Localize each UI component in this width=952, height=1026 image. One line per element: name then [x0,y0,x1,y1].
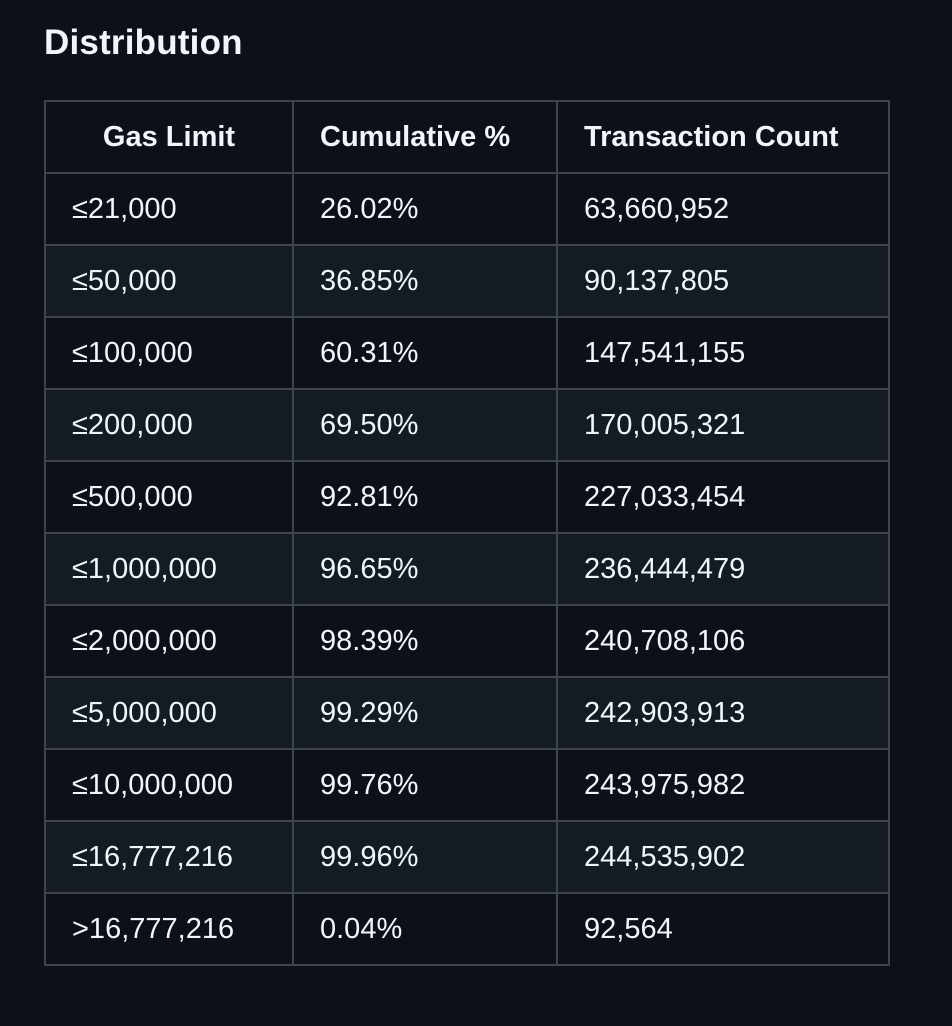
cell-cumulative-percent: 96.65% [292,532,558,606]
cell-transaction-count: 92,564 [556,892,890,966]
table-row: >16,777,216 0.04% 92,564 [44,892,890,966]
table-row: ≤50,000 36.85% 90,137,805 [44,244,890,318]
table-row: ≤5,000,000 99.29% 242,903,913 [44,676,890,750]
table-row: ≤10,000,000 99.76% 243,975,982 [44,748,890,822]
cell-gas-limit: ≤5,000,000 [44,676,294,750]
header-transaction-count: Transaction Count [556,100,890,174]
cell-gas-limit: ≤16,777,216 [44,820,294,894]
cell-cumulative-percent: 60.31% [292,316,558,390]
cell-cumulative-percent: 92.81% [292,460,558,534]
cell-cumulative-percent: 99.96% [292,820,558,894]
table-row: ≤100,000 60.31% 147,541,155 [44,316,890,390]
cell-transaction-count: 147,541,155 [556,316,890,390]
section-heading: Distribution [44,23,243,62]
cell-transaction-count: 90,137,805 [556,244,890,318]
table-row: ≤21,000 26.02% 63,660,952 [44,172,890,246]
cell-gas-limit: ≤100,000 [44,316,294,390]
header-gas-limit: Gas Limit [44,100,294,174]
table-row: ≤500,000 92.81% 227,033,454 [44,460,890,534]
cell-transaction-count: 244,535,902 [556,820,890,894]
cell-gas-limit: ≤21,000 [44,172,294,246]
cell-transaction-count: 236,444,479 [556,532,890,606]
cell-gas-limit: ≤200,000 [44,388,294,462]
cell-transaction-count: 243,975,982 [556,748,890,822]
cell-cumulative-percent: 26.02% [292,172,558,246]
cell-cumulative-percent: 99.76% [292,748,558,822]
table-row: ≤2,000,000 98.39% 240,708,106 [44,604,890,678]
cell-cumulative-percent: 0.04% [292,892,558,966]
table-row: ≤1,000,000 96.65% 236,444,479 [44,532,890,606]
table-row: ≤16,777,216 99.96% 244,535,902 [44,820,890,894]
table-row: ≤200,000 69.50% 170,005,321 [44,388,890,462]
cell-cumulative-percent: 99.29% [292,676,558,750]
cell-transaction-count: 242,903,913 [556,676,890,750]
cell-transaction-count: 240,708,106 [556,604,890,678]
cell-cumulative-percent: 98.39% [292,604,558,678]
cell-transaction-count: 63,660,952 [556,172,890,246]
cell-transaction-count: 227,033,454 [556,460,890,534]
cell-gas-limit: ≤1,000,000 [44,532,294,606]
cell-gas-limit: >16,777,216 [44,892,294,966]
distribution-table: Gas Limit Cumulative % Transaction Count… [44,100,890,966]
header-cumulative-percent: Cumulative % [292,100,558,174]
cell-gas-limit: ≤500,000 [44,460,294,534]
cell-gas-limit: ≤2,000,000 [44,604,294,678]
cell-gas-limit: ≤50,000 [44,244,294,318]
cell-transaction-count: 170,005,321 [556,388,890,462]
cell-gas-limit: ≤10,000,000 [44,748,294,822]
cell-cumulative-percent: 36.85% [292,244,558,318]
table-header-row: Gas Limit Cumulative % Transaction Count [44,100,890,174]
cell-cumulative-percent: 69.50% [292,388,558,462]
